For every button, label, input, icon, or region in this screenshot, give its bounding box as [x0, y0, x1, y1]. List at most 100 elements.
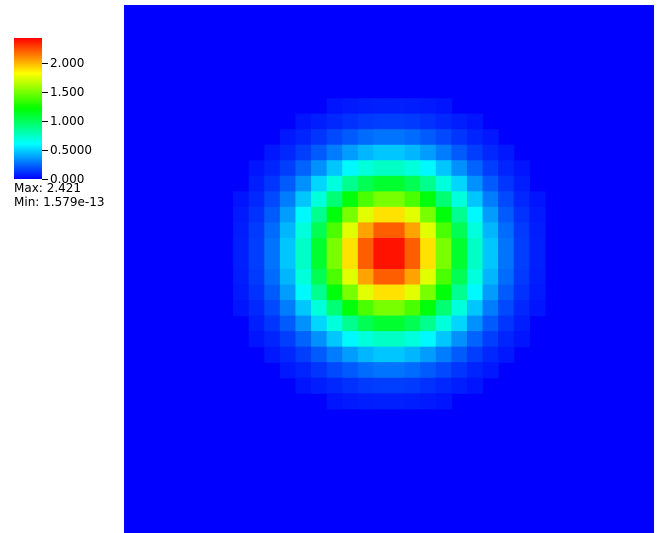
heatmap-cell	[389, 393, 406, 410]
heatmap-cell	[482, 175, 499, 192]
heatmap-cell	[451, 377, 468, 394]
heatmap-cell	[311, 331, 328, 348]
heatmap-cell	[326, 362, 343, 379]
heatmap-cell	[357, 269, 375, 286]
heatmap-cell	[357, 362, 375, 379]
heatmap-cell	[529, 269, 546, 286]
heatmap-cell	[357, 160, 375, 177]
heatmap-cell	[279, 191, 297, 208]
heatmap-cell	[482, 300, 499, 317]
heatmap-cell	[311, 300, 328, 317]
heatmap-cell	[264, 175, 281, 192]
heatmap-cell	[513, 269, 530, 286]
heatmap-cell	[248, 175, 265, 192]
heatmap-cell	[466, 113, 484, 130]
heatmap-plot[interactable]	[124, 5, 654, 533]
heatmap-cell	[482, 222, 499, 239]
heatmap-cell	[389, 237, 406, 255]
heatmap-cell	[466, 160, 484, 177]
heatmap-cell	[373, 362, 390, 379]
heatmap-cell	[435, 175, 452, 192]
heatmap-cell	[279, 144, 297, 161]
heatmap-cell	[326, 253, 343, 270]
colorbar-tick-label: 1.000	[50, 114, 85, 128]
heatmap-cell	[420, 206, 437, 224]
heatmap-cell	[482, 346, 499, 363]
heatmap-cell	[264, 222, 281, 239]
heatmap-cell	[279, 300, 297, 317]
colorbar-tick	[42, 121, 48, 122]
heatmap-cell	[326, 144, 343, 161]
heatmap-cell	[248, 269, 265, 286]
heatmap-cell	[295, 346, 312, 363]
heatmap-cell	[451, 144, 468, 161]
heatmap-cell	[498, 315, 515, 332]
heatmap-cell	[451, 191, 468, 208]
colorbar	[14, 38, 42, 179]
heatmap-cell	[326, 113, 343, 130]
heatmap-cell	[357, 253, 375, 270]
heatmap-cell	[311, 144, 328, 161]
heatmap-cell	[311, 129, 328, 146]
heatmap-cell	[435, 362, 452, 379]
heatmap-cell	[482, 160, 499, 177]
heatmap-cell	[326, 222, 343, 239]
heatmap-cell	[451, 129, 468, 146]
heatmap-cell	[513, 331, 530, 348]
heatmap-cell	[233, 222, 250, 239]
heatmap-cell	[295, 362, 312, 379]
heatmap-cell	[326, 300, 343, 317]
heatmap-cell	[326, 346, 343, 363]
heatmap-cell	[357, 175, 375, 192]
heatmap-cell	[482, 191, 499, 208]
heatmap-cell	[482, 129, 499, 146]
heatmap-cell	[404, 206, 421, 224]
heatmap-cell	[248, 222, 265, 239]
heatmap-cell	[404, 331, 421, 348]
heatmap-cell	[295, 191, 312, 208]
heatmap-cell	[420, 393, 437, 410]
heatmap-cell	[498, 222, 515, 239]
heatmap-cell	[373, 222, 390, 239]
heatmap-cell	[451, 253, 468, 270]
heatmap-cell	[264, 346, 281, 363]
heatmap-cell	[435, 98, 452, 115]
heatmap-cell	[420, 113, 437, 130]
heatmap-cell	[435, 284, 452, 301]
heatmap-cell	[264, 300, 281, 317]
heatmap-cell	[373, 393, 390, 410]
max-label: Max:	[14, 181, 43, 195]
heatmap-cell	[295, 206, 312, 224]
heatmap-cell	[420, 331, 437, 348]
colorbar-tick	[42, 150, 48, 151]
heatmap-cell	[326, 237, 343, 255]
heatmap-cell	[420, 362, 437, 379]
heatmap-cell	[389, 362, 406, 379]
heatmap-cell	[404, 222, 421, 239]
heatmap-cell	[373, 284, 390, 301]
heatmap-cell	[451, 284, 468, 301]
heatmap-cell	[513, 237, 530, 255]
heatmap-cell	[311, 346, 328, 363]
heatmap-cell	[311, 284, 328, 301]
heatmap-cell	[279, 269, 297, 286]
heatmap-cell	[311, 191, 328, 208]
heatmap-cell	[498, 175, 515, 192]
heatmap-cell	[389, 315, 406, 332]
heatmap-cell	[451, 160, 468, 177]
heatmap-cell	[264, 253, 281, 270]
heatmap-cell	[435, 331, 452, 348]
colorbar-tick-label: 0.5000	[50, 143, 92, 157]
heatmap-cell	[420, 237, 437, 255]
heatmap-cell	[279, 206, 297, 224]
heatmap-cell	[513, 253, 530, 270]
heatmap-cell	[389, 377, 406, 394]
heatmap-cell	[420, 222, 437, 239]
heatmap-cell	[404, 144, 421, 161]
heatmap-cell	[451, 346, 468, 363]
heatmap-cell	[466, 253, 484, 270]
min-label: Min:	[14, 195, 40, 209]
heatmap-cell	[420, 253, 437, 270]
heatmap-cell	[279, 160, 297, 177]
heatmap-cell	[311, 206, 328, 224]
